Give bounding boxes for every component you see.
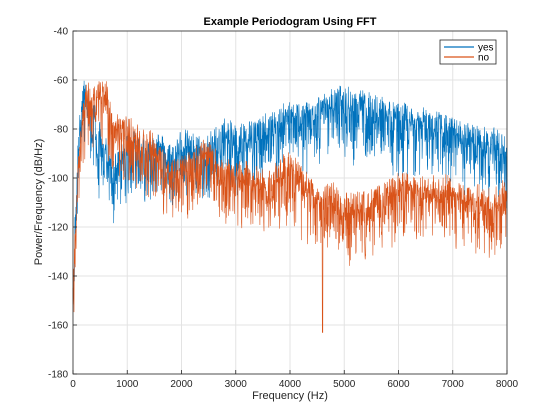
- x-tick-label: 1000: [116, 379, 139, 390]
- y-tick-label: -80: [54, 125, 69, 136]
- x-tick-label: 7000: [442, 379, 465, 390]
- y-tick-label: -180: [48, 370, 68, 381]
- y-tick-label: -140: [48, 272, 68, 283]
- y-tick-label: -160: [48, 321, 68, 332]
- plot-area: 0 1000 2000 3000 4000 5000 6000 7000 8000 -180 -16…: [48, 27, 519, 391]
- x-tick-label: 8000: [496, 379, 519, 390]
- legend-box: [439, 39, 497, 65]
- x-tick-label: 6000: [387, 379, 410, 390]
- y-tick-label: -60: [54, 76, 69, 87]
- y-tick-label: -120: [48, 223, 68, 234]
- x-tick-label: 0: [70, 379, 76, 390]
- x-tick-label: 5000: [333, 379, 356, 390]
- chart-title: Example Periodogram Using FFT: [204, 16, 377, 28]
- x-tick-label: 4000: [279, 379, 302, 390]
- x-tick-label: 3000: [225, 379, 248, 390]
- y-axis-label: Power/Frequency (dB/Hz): [33, 139, 45, 266]
- legend-label-yes: yes: [478, 43, 494, 54]
- x-axis-label: Frequency (Hz): [252, 390, 328, 402]
- x-tick-label: 2000: [170, 379, 193, 390]
- legend-label-no: no: [478, 53, 490, 64]
- series-line-yes: [73, 80, 508, 282]
- series-line-no: [72, 81, 508, 333]
- y-tick-label: -100: [48, 174, 68, 185]
- y-tick-label: -40: [54, 27, 69, 38]
